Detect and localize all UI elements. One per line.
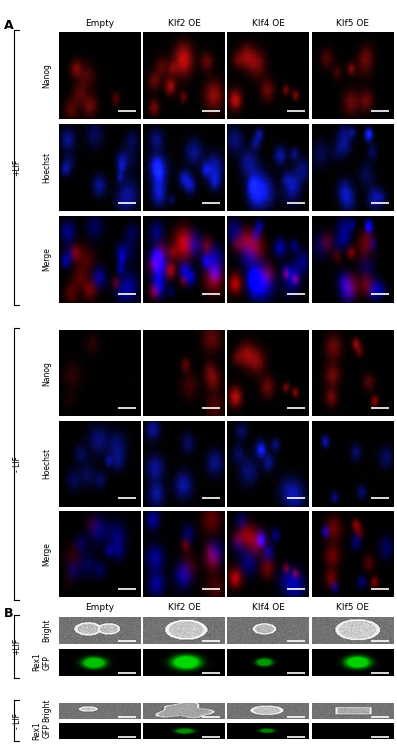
Text: Klf4 OE: Klf4 OE (252, 19, 285, 28)
Text: Merge: Merge (42, 542, 52, 566)
Text: - LIF: - LIF (13, 713, 21, 729)
Text: A: A (4, 19, 13, 31)
Text: Rex1
GFP: Rex1 GFP (32, 653, 52, 671)
Text: Bright: Bright (42, 699, 52, 723)
Text: Hoechst: Hoechst (42, 448, 52, 479)
Text: Klf2 OE: Klf2 OE (168, 603, 200, 612)
Text: +LIF: +LIF (13, 159, 21, 177)
Text: Empty: Empty (85, 19, 114, 28)
Text: Rex1
GFP: Rex1 GFP (32, 722, 52, 741)
Text: +LIF: +LIF (13, 638, 21, 655)
Text: Bright: Bright (42, 618, 52, 642)
Text: Klf4 OE: Klf4 OE (252, 603, 285, 612)
Text: Hoechst: Hoechst (42, 152, 52, 183)
Text: B: B (4, 607, 13, 620)
Text: Klf5 OE: Klf5 OE (336, 19, 369, 28)
Text: Klf2 OE: Klf2 OE (168, 19, 200, 28)
Text: Klf5 OE: Klf5 OE (336, 603, 369, 612)
Text: - LIF: - LIF (13, 456, 21, 472)
Text: Merge: Merge (42, 247, 52, 271)
Text: Nanog: Nanog (42, 63, 52, 88)
Text: Empty: Empty (85, 603, 114, 612)
Text: Nanog: Nanog (42, 361, 52, 386)
